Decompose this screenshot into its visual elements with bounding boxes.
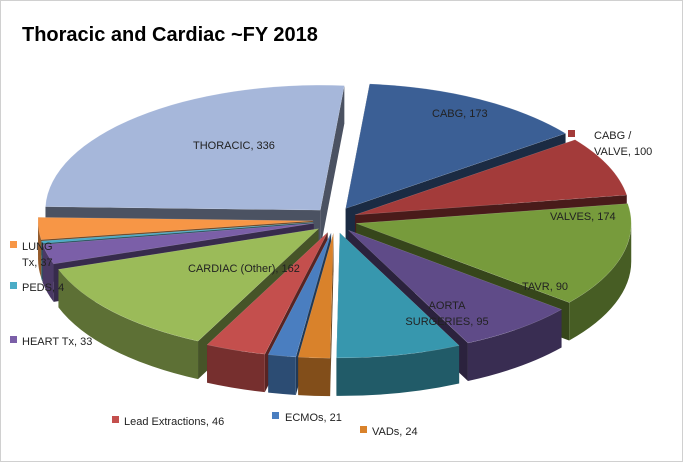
slice	[297, 233, 334, 397]
data-label: VADs, 24	[372, 426, 418, 438]
data-label: CARDIAC (Other), 162	[188, 263, 300, 275]
slice	[355, 139, 628, 216]
data-label: LUNG	[22, 241, 53, 253]
data-label: TAVR, 90	[522, 281, 568, 293]
slice-side	[320, 85, 345, 249]
slice-side	[38, 220, 42, 278]
data-label: VALVES, 174	[550, 211, 616, 223]
slice-side	[569, 223, 632, 341]
data-label: HEART Tx, 33	[22, 336, 92, 348]
slice	[348, 230, 563, 344]
slice	[345, 83, 567, 209]
slice-side	[207, 344, 265, 393]
legend-marker	[568, 130, 575, 137]
data-label: PEDS, 4	[22, 282, 64, 294]
data-label: SURGERIES, 95	[405, 316, 488, 328]
slice-side	[42, 244, 54, 302]
slice	[45, 84, 345, 211]
slice	[297, 233, 334, 359]
legend-marker	[10, 282, 17, 289]
slice	[37, 217, 314, 240]
slice	[41, 221, 314, 244]
slice-side	[298, 357, 331, 397]
data-label: Tx, 37	[22, 257, 53, 269]
chart-title: Thoracic and Cardiac ~FY 2018	[22, 24, 318, 46]
slice-side	[58, 269, 199, 380]
legend-marker	[112, 416, 119, 423]
data-label: ECMOs, 21	[285, 412, 342, 424]
data-label: VALVE, 100	[594, 146, 652, 158]
slice	[206, 232, 328, 355]
slice	[267, 232, 332, 358]
slice	[336, 232, 460, 396]
slice	[356, 203, 632, 303]
legend-marker	[10, 241, 17, 248]
slice-side	[336, 345, 460, 396]
slice-side	[467, 309, 562, 381]
legend-marker	[272, 412, 279, 419]
legend-marker	[360, 426, 367, 433]
data-label: CABG, 173	[432, 108, 488, 120]
data-label: Lead Extractions, 46	[124, 416, 224, 428]
slice-side	[268, 354, 296, 395]
slice	[336, 232, 460, 359]
data-label: AORTA	[429, 300, 467, 312]
slice-side	[41, 241, 43, 282]
legend-marker	[10, 336, 17, 343]
slice	[42, 223, 314, 265]
slice	[58, 228, 320, 342]
data-label: CABG /	[594, 130, 632, 142]
data-label: THORACIC, 336	[193, 140, 275, 152]
